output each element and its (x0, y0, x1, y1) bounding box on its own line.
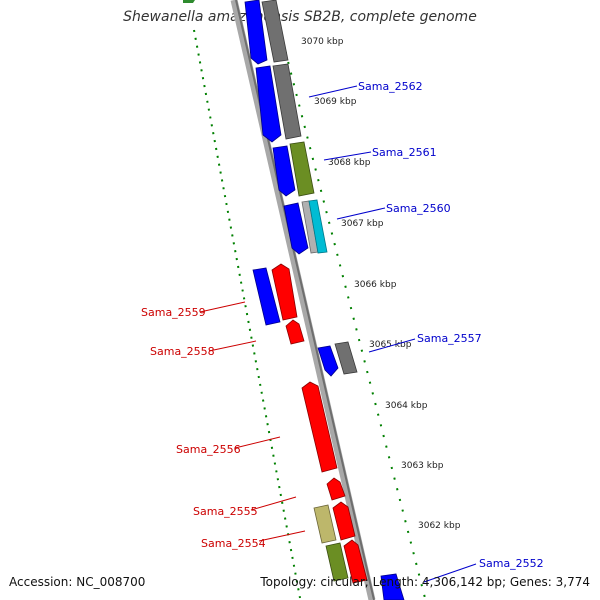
gene-arrow-red[interactable] (271, 263, 298, 321)
gene-arrow-green[interactable] (183, 0, 195, 3)
gene-arrow-khaki[interactable] (313, 504, 337, 544)
gene-label[interactable]: Sama_2557 (417, 332, 482, 345)
gene-arrow-red[interactable] (332, 501, 356, 541)
scale-label: 3068 kbp (328, 158, 371, 168)
scale-label: 3065 kbp (369, 340, 412, 350)
gene-label[interactable]: Sama_2560 (386, 202, 451, 215)
scale-label: 3067 kbp (341, 219, 384, 229)
gene-label[interactable]: Sama_2561 (372, 146, 437, 159)
gene-label[interactable]: Sama_2552 (479, 557, 544, 570)
gene-label[interactable]: Sama_2562 (358, 80, 423, 93)
gene-arrow-blue[interactable] (255, 65, 282, 143)
scale-label: 3069 kbp (314, 97, 357, 107)
gene-arrow-olive[interactable] (325, 542, 349, 582)
gene-arrow-gray[interactable] (334, 341, 358, 375)
gene-arrow-blue[interactable] (283, 202, 309, 255)
gene-label[interactable]: Sama_2555 (193, 505, 258, 518)
gene-labels-reverse: Sama_2559 Sama_2558 Sama_2556 Sama_2555 … (141, 301, 306, 550)
gene-arrow-cyan[interactable] (308, 199, 328, 254)
gene-arrow-blue[interactable] (380, 573, 405, 600)
scale-label: 3070 kbp (301, 37, 344, 47)
scale-label: 3066 kbp (354, 280, 397, 290)
gene-arrow-red[interactable] (326, 477, 346, 501)
gene-track-forward (244, 0, 405, 600)
accession-text: Accession: NC_008700 (9, 575, 146, 589)
tick-track-outer (193, 29, 301, 599)
gene-arrow-blue[interactable] (272, 145, 296, 197)
genome-summary-text: Topology: circular; Length: 4,306,142 bp… (260, 575, 590, 589)
map-title: Shewanella amazonensis SB2B, complete ge… (123, 9, 477, 25)
gene-label[interactable]: Sama_2559 (141, 306, 206, 319)
gene-arrow-blue[interactable] (317, 345, 339, 377)
gene-label[interactable]: Sama_2558 (150, 345, 215, 358)
gene-label[interactable]: Sama_2554 (201, 537, 266, 550)
scale-label: 3064 kbp (385, 401, 428, 411)
gene-arrow-red[interactable] (301, 381, 338, 473)
scale-labels: 3070 kbp 3069 kbp 3068 kbp 3067 kbp 3066… (301, 37, 461, 531)
gene-arrow-gray[interactable] (272, 63, 302, 140)
gene-arrow-gray[interactable] (261, 0, 289, 63)
gene-arrow-red[interactable] (285, 319, 305, 345)
gene-track-reverse (183, 0, 368, 584)
gene-labels-forward: Sama_2562 Sama_2561 Sama_2560 Sama_2557 … (308, 80, 544, 583)
scale-label: 3063 kbp (401, 461, 444, 471)
gene-arrow-olive[interactable] (289, 141, 315, 197)
gene-arrow-red[interactable] (343, 539, 368, 584)
gene-label[interactable]: Sama_2556 (176, 443, 241, 456)
scale-label: 3062 kbp (418, 521, 461, 531)
gene-arrow-blue[interactable] (252, 267, 281, 326)
gene-arrow-blue[interactable] (244, 0, 268, 65)
